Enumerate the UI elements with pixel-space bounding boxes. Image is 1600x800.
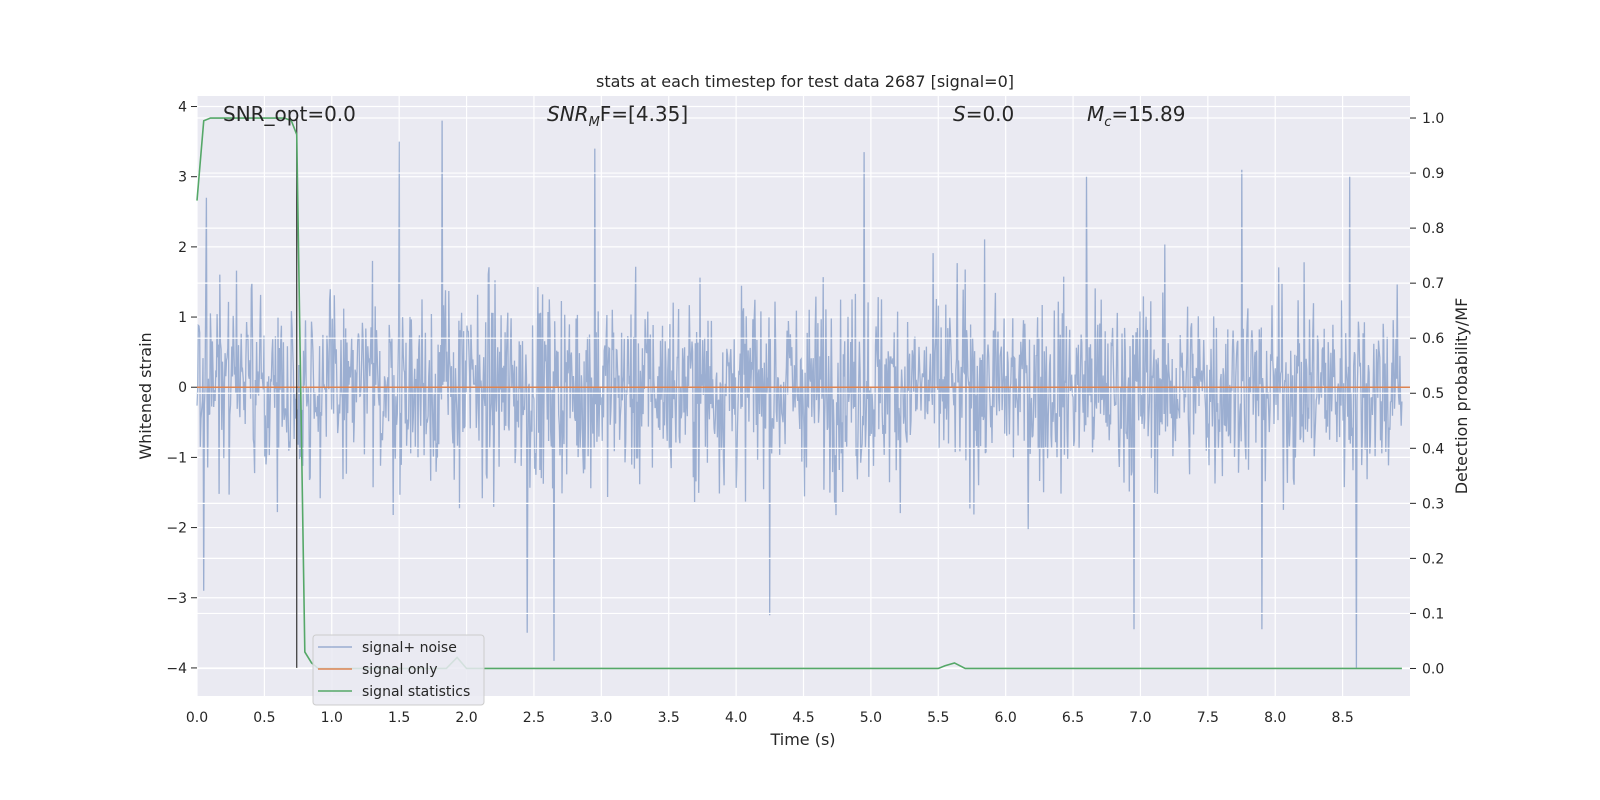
x-tick-label: 4.5	[792, 710, 814, 726]
signal-plus-noise-line	[196, 120, 1403, 668]
annotation-s: S=0.0	[953, 102, 1014, 126]
x-tick-label: 3.5	[658, 710, 680, 726]
x-tick-label: 6.5	[1062, 710, 1084, 726]
annotation-snr-mf: SNRMF=[4.35]	[547, 102, 688, 130]
y-tick-label-right: 0.4	[1422, 441, 1444, 457]
x-axis-label: Time (s)	[769, 730, 835, 749]
x-tick-label: 2.5	[523, 710, 545, 726]
x-tick-label: 6.0	[995, 710, 1017, 726]
x-tick-label: 4.0	[725, 710, 747, 726]
y-tick-label-right: 0.8	[1422, 221, 1444, 237]
x-tick-label: 1.0	[321, 710, 343, 726]
y-tick-label-left: 3	[178, 170, 187, 186]
y-tick-label-right: 0.1	[1422, 606, 1444, 622]
annotation-snr-opt: SNR_opt=0.0	[223, 102, 356, 126]
y-tick-label-left: −4	[166, 661, 187, 677]
series-signal-plus-noise	[196, 120, 1403, 668]
y-tick-label-right: 0.0	[1422, 661, 1444, 677]
legend: signal+ noise signal only signal statist…	[312, 634, 485, 706]
x-tick-label: 2.0	[455, 710, 477, 726]
x-tick-label: 1.5	[388, 710, 410, 726]
x-tick-label: 5.0	[860, 710, 882, 726]
x-tick-label: 0.5	[253, 710, 275, 726]
y-tick-label-left: 0	[178, 380, 187, 396]
y-tick-label-right: 0.5	[1422, 386, 1444, 402]
x-tick-label: 0.0	[186, 710, 208, 726]
y-axis-right-label: Detection probability/MF	[1452, 298, 1471, 495]
x-tick-label: 8.5	[1331, 710, 1353, 726]
y-tick-label-right: 1.0	[1422, 111, 1444, 127]
y-axis-left-label: Whitened strain	[136, 332, 155, 459]
y-axis-right-ticks: 1.0 0.9 0.8 0.7 0.6 0.5 0.4 0.3 0.2 0.1 0.0	[1410, 111, 1444, 677]
chart-title: stats at each timestep for test data 268…	[596, 72, 1014, 91]
y-tick-label-left: −3	[166, 591, 187, 607]
y-tick-label-right: 0.6	[1422, 331, 1444, 347]
x-tick-label: 7.5	[1197, 710, 1219, 726]
y-tick-label-left: 4	[178, 100, 187, 116]
y-tick-label-right: 0.9	[1422, 166, 1444, 182]
legend-label-signal-only: signal only	[362, 662, 437, 678]
x-axis-ticks: 0.0 0.5 1.0 1.5 2.0 2.5 3.0 3.5 4.0 4.5 5.0 5.5 6.0 6…	[186, 710, 1354, 726]
y-tick-label-right: 0.7	[1422, 276, 1444, 292]
legend-label-signal-statistics: signal statistics	[362, 684, 470, 700]
x-tick-label: 8.0	[1264, 710, 1286, 726]
legend-label-signal-plus-noise: signal+ noise	[362, 640, 457, 656]
x-tick-label: 3.0	[590, 710, 612, 726]
x-tick-label: 7.0	[1129, 710, 1151, 726]
y-tick-label-left: −1	[166, 450, 187, 466]
y-tick-label-left: 1	[178, 310, 187, 326]
annotation-mc: Mc=15.89	[1087, 102, 1185, 130]
y-tick-label-left: −2	[166, 521, 187, 537]
y-tick-label-left: 2	[178, 240, 187, 256]
y-tick-label-right: 0.3	[1422, 496, 1444, 512]
x-tick-label: 5.5	[927, 710, 949, 726]
y-axis-left-ticks: 4 3 2 1 0 −1 −2 −3 −4	[166, 100, 197, 677]
legend-box	[312, 634, 485, 706]
y-tick-label-right: 0.2	[1422, 551, 1444, 567]
